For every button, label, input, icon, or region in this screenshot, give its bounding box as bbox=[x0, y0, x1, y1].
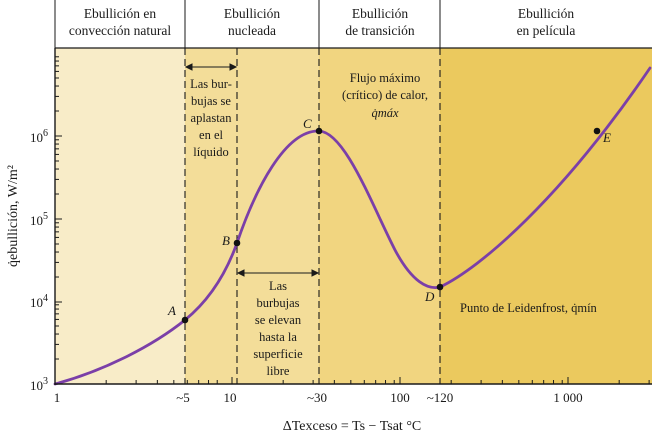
note-leidenfrost: Punto de Leidenfrost, q̇mín bbox=[460, 301, 598, 315]
region-natural-convection-background bbox=[55, 0, 185, 384]
note-bubbles-collapse-line3: aplastan bbox=[191, 111, 233, 125]
note-bubbles-rise-line6: libre bbox=[267, 364, 290, 378]
y-tick-label-1e4: 104 bbox=[30, 293, 48, 310]
note-bubbles-collapse-line1: Las bur- bbox=[190, 77, 232, 91]
x-tick-label-5: ~5 bbox=[176, 390, 190, 405]
point-marker-e bbox=[593, 127, 601, 135]
note-bubbles-collapse-line2: bujas se bbox=[191, 94, 231, 108]
x-tick-label-30: ~30 bbox=[307, 390, 327, 405]
note-max-flux-line2: (crítico) de calor, bbox=[342, 88, 428, 102]
region-title-film-line1: Ebullición bbox=[518, 6, 574, 21]
y-tick-label-1e3: 103 bbox=[30, 376, 48, 393]
bubbles-rise-bracket bbox=[236, 269, 320, 277]
note-bubbles-collapse-line4: en el bbox=[199, 128, 223, 142]
x-tick-label-100: 100 bbox=[390, 390, 410, 405]
point-label-b: B bbox=[222, 233, 230, 248]
point-label-e: E bbox=[602, 130, 611, 145]
note-bubbles-rise-line1: Las bbox=[269, 279, 287, 293]
x-tick-label-120: ~120 bbox=[427, 390, 454, 405]
region-title-natural-convection-line1: Ebullición en bbox=[84, 6, 157, 21]
point-marker-a bbox=[181, 316, 189, 324]
region-title-transition-line1: Ebullición bbox=[352, 6, 408, 21]
x-tick-label-1000: 1 000 bbox=[553, 390, 582, 405]
region-title-film-line2: en película bbox=[517, 23, 576, 38]
region-nucleate-background bbox=[185, 0, 319, 384]
x-axis-title: ΔTexceso = Ts − Tsat °C bbox=[283, 419, 422, 434]
note-bubbles-rise-line3: se elevan bbox=[255, 313, 302, 327]
region-transition-background bbox=[319, 0, 440, 384]
point-label-d: D bbox=[424, 289, 435, 304]
note-max-flux-line1: Flujo máximo bbox=[350, 71, 421, 85]
x-tick-label-10: 10 bbox=[224, 390, 237, 405]
point-label-c: C bbox=[303, 116, 312, 131]
y-tick-label-1e5: 105 bbox=[30, 211, 48, 228]
region-title-band bbox=[0, 0, 652, 48]
note-max-flux-line3: q̇máx bbox=[371, 106, 399, 120]
note-bubbles-rise-line4: hasta la bbox=[259, 330, 297, 344]
note-bubbles-rise-line5: superficie bbox=[253, 347, 303, 361]
region-title-transition-line2: de transición bbox=[345, 23, 415, 38]
region-film-background bbox=[440, 0, 652, 384]
point-label-a: A bbox=[167, 303, 176, 318]
region-title-natural-convection-line2: convección natural bbox=[69, 23, 172, 38]
region-title-nucleate-line1: Ebullición bbox=[224, 6, 280, 21]
point-marker-c bbox=[315, 127, 323, 135]
region-title-nucleate-line2: nucleada bbox=[228, 23, 276, 38]
y-axis-title: q̇ebullición, W/m² bbox=[6, 165, 21, 267]
y-tick-label-1e6: 106 bbox=[30, 128, 48, 145]
curve-points: A B C D E bbox=[167, 116, 611, 324]
point-marker-d bbox=[436, 283, 444, 291]
note-bubbles-rise-line2: burbujas bbox=[256, 296, 299, 310]
x-tick-label-1: 1 bbox=[54, 390, 61, 405]
point-marker-b bbox=[233, 239, 241, 247]
bubbles-collapse-bracket bbox=[184, 63, 238, 71]
axis-minor-ticks bbox=[54, 56, 650, 385]
note-bubbles-collapse-line5: líquido bbox=[193, 145, 228, 159]
